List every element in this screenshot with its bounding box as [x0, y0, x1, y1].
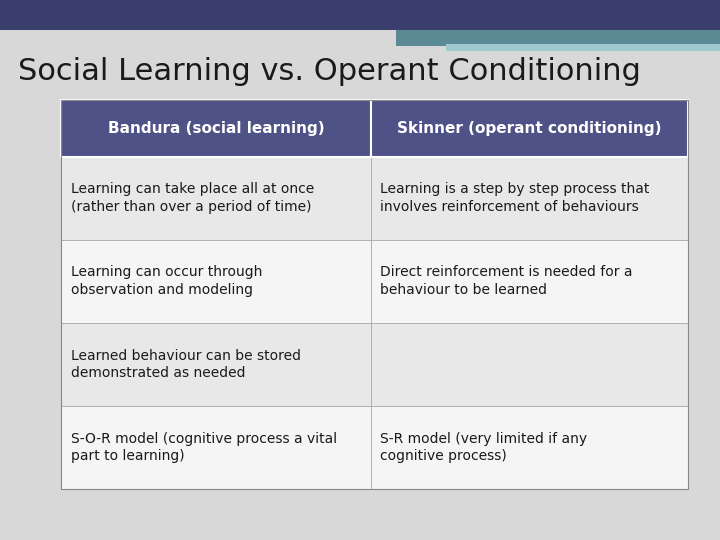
Bar: [371, 406, 688, 489]
Text: Bandura (social learning): Bandura (social learning): [108, 121, 324, 136]
Bar: [371, 100, 688, 157]
Bar: [61, 406, 371, 489]
Bar: [371, 157, 688, 240]
Text: S-R model (very limited if any
cognitive process): S-R model (very limited if any cognitive…: [380, 431, 588, 463]
Bar: [61, 100, 688, 489]
Text: Direct reinforcement is needed for a
behaviour to be learned: Direct reinforcement is needed for a beh…: [380, 266, 633, 297]
Bar: [61, 157, 371, 240]
Text: S-O-R model (cognitive process a vital
part to learning): S-O-R model (cognitive process a vital p…: [71, 431, 337, 463]
Bar: [61, 100, 371, 157]
Text: Learned behaviour can be stored
demonstrated as needed: Learned behaviour can be stored demonstr…: [71, 348, 300, 380]
Text: Learning is a step by step process that
involves reinforcement of behaviours: Learning is a step by step process that …: [380, 183, 649, 214]
Bar: [446, 44, 720, 51]
Text: Social Learning vs. Operant Conditioning: Social Learning vs. Operant Conditioning: [18, 57, 641, 86]
Bar: [61, 240, 371, 323]
Bar: [371, 322, 688, 406]
Text: Learning can take place all at once
(rather than over a period of time): Learning can take place all at once (rat…: [71, 183, 314, 214]
Bar: [371, 240, 688, 323]
Bar: [396, 30, 720, 46]
Bar: [0, 0, 720, 30]
Text: Skinner (operant conditioning): Skinner (operant conditioning): [397, 121, 662, 136]
Text: Learning can occur through
observation and modeling: Learning can occur through observation a…: [71, 266, 262, 297]
Bar: [61, 322, 371, 406]
